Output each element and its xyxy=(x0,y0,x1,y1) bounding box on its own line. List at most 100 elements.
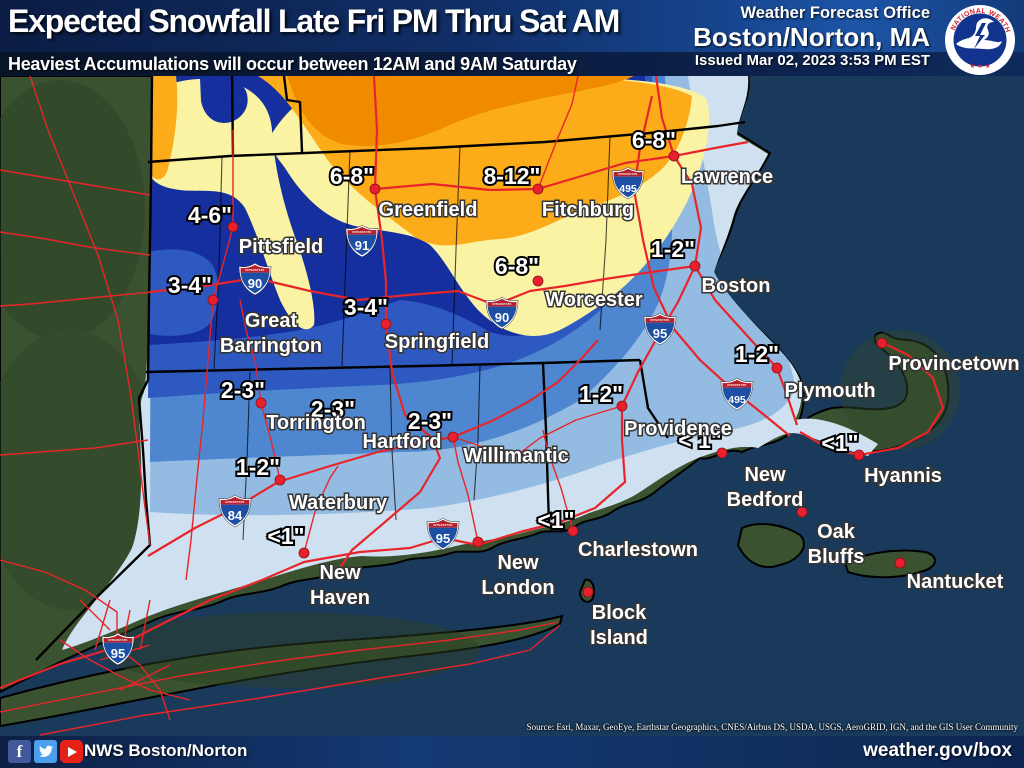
issued-timestamp: Issued Mar 02, 2023 3:53 PM EST xyxy=(694,52,930,69)
city-dot xyxy=(567,525,579,537)
city-dot xyxy=(447,431,459,443)
city-label: Springfield xyxy=(385,331,489,353)
city-dot xyxy=(298,547,310,559)
marthas-vineyard xyxy=(736,523,805,568)
city-label: Provincetown xyxy=(888,353,1019,375)
city-label: Pittsfield xyxy=(239,236,323,258)
shield-top-label: INTERSTATE xyxy=(618,172,637,176)
snow-amount-label: 2-3" xyxy=(221,377,265,403)
interstate-495-shield: INTERSTATE 495 xyxy=(611,166,645,200)
shield-top-label: INTERSTATE xyxy=(492,302,511,306)
terrain-texture xyxy=(0,80,960,688)
snow-amount-label: 4-6" xyxy=(188,202,232,228)
office-label: Weather Forecast Office xyxy=(740,4,930,22)
interstate-84-shield: INTERSTATE 84 xyxy=(218,494,252,528)
header-bar: Expected Snowfall Late Fri PM Thru Sat A… xyxy=(0,0,1024,76)
shield-route-number: 90 xyxy=(495,310,509,325)
interstate-95-shield: INTERSTATE 95 xyxy=(426,517,460,551)
city-dot xyxy=(532,275,544,287)
interstate-91-shield: INTERSTATE 91 xyxy=(345,224,379,258)
city-label: Block xyxy=(592,602,647,624)
snow-amount-label: 1-2" xyxy=(236,454,280,480)
city-dot xyxy=(380,318,392,330)
page-subtitle: Heaviest Accumulations will occur betwee… xyxy=(8,54,577,74)
snowfall-bands xyxy=(62,76,878,650)
snow-amount-label: 6-8" xyxy=(330,163,374,189)
city-label: Lawrence xyxy=(681,166,773,188)
city-label: Nantucket xyxy=(907,571,1004,593)
city-dot xyxy=(796,506,808,518)
city-label: Greenfield xyxy=(379,199,478,221)
shield-route-number: 95 xyxy=(111,646,125,661)
city-label: Willimantic xyxy=(463,445,568,467)
city-label: Torrington xyxy=(266,412,366,434)
nws-logo-icon: NATIONAL WEATHER SERVICE ★ ★ ★ xyxy=(944,4,1015,75)
city-label: Oak xyxy=(817,521,856,543)
city-dot xyxy=(274,474,286,486)
snow-amount-label: <1" xyxy=(267,523,304,549)
city-dot xyxy=(532,183,544,195)
city-label: Haven xyxy=(310,587,370,609)
facebook-icon: f xyxy=(8,740,31,763)
city-dot xyxy=(582,586,594,598)
shield-top-label: INTERSTATE xyxy=(108,638,127,642)
subtitle-bar: Heaviest Accumulations will occur betwee… xyxy=(0,52,1024,76)
shield-top-label: INTERSTATE xyxy=(433,523,452,527)
footer-url: weather.gov/box xyxy=(863,740,1012,761)
minor-roads xyxy=(0,76,623,736)
city-label: Bluffs xyxy=(808,546,865,568)
state-borders xyxy=(35,76,746,661)
shield-top-label: INTERSTATE xyxy=(352,230,371,234)
shield-top-label: INTERSTATE xyxy=(245,268,264,272)
snow-amount-label: 2-3" xyxy=(311,396,355,422)
shield-route-number: 495 xyxy=(728,394,746,406)
shield-top-label: INTERSTATE xyxy=(225,500,244,504)
city-label: Barrington xyxy=(220,335,322,357)
snow-amount-label: 6-8" xyxy=(632,127,676,153)
snow-amount-label: 8-12" xyxy=(484,163,541,189)
map-source-attribution: Source: Esri, Maxar, GeoEye, Earthstar G… xyxy=(526,722,1018,732)
city-label: Fitchburg xyxy=(542,199,634,221)
shield-route-number: 84 xyxy=(228,508,243,523)
city-label: Great xyxy=(245,310,298,332)
shield-route-number: 91 xyxy=(355,238,369,253)
city-dot xyxy=(207,294,219,306)
city-dot xyxy=(853,449,865,461)
city-label: Bedford xyxy=(727,489,804,511)
snow-amount-label: 1-2" xyxy=(651,236,695,262)
footer-account-name: NWS Boston/Norton xyxy=(84,741,248,760)
snow-amount-label: 3-4" xyxy=(168,272,212,298)
snow-amount-label: < 1" xyxy=(678,427,722,453)
interstate-90-shield: INTERSTATE 90 xyxy=(238,262,272,296)
logo-stars: ★ ★ ★ xyxy=(969,62,990,70)
shield-route-number: 95 xyxy=(653,326,667,341)
office-block: Weather Forecast Office Boston/Norton, M… xyxy=(693,4,930,69)
social-icons: f xyxy=(8,740,83,763)
city-label: Hyannis xyxy=(864,465,942,487)
shield-top-label: INTERSTATE xyxy=(650,318,669,322)
city-dot xyxy=(472,536,484,548)
page-title: Expected Snowfall Late Fri PM Thru Sat A… xyxy=(8,3,620,39)
snow-amount-label: 3-4" xyxy=(344,294,388,320)
nantucket-island xyxy=(843,549,936,579)
snow-amount-label: 6-8" xyxy=(495,253,539,279)
city-label: Charlestown xyxy=(578,539,698,561)
youtube-icon xyxy=(60,740,83,763)
city-dot xyxy=(227,221,239,233)
city-dot xyxy=(876,337,888,349)
shield-route-number: 95 xyxy=(436,531,450,546)
city-dot xyxy=(771,362,783,374)
city-label: Island xyxy=(590,627,648,649)
office-name: Boston/Norton, MA xyxy=(693,22,930,52)
snowfall-map: INTERSTATE 91 INTERSTATE 90 INTERSTATE 90 INTE… xyxy=(0,76,1024,736)
footer-bar: f NWS Boston/Norton weather.gov/box xyxy=(0,736,1024,768)
city-label: Boston xyxy=(702,275,771,297)
city-label: Providence xyxy=(624,418,732,440)
interstate-495-shield: INTERSTATE 495 xyxy=(720,377,754,411)
city-dot xyxy=(616,400,628,412)
city-label: Hartford xyxy=(363,431,442,453)
interstate-95-shield: INTERSTATE 95 xyxy=(643,312,677,346)
snow-amount-label: <1" xyxy=(821,430,858,456)
